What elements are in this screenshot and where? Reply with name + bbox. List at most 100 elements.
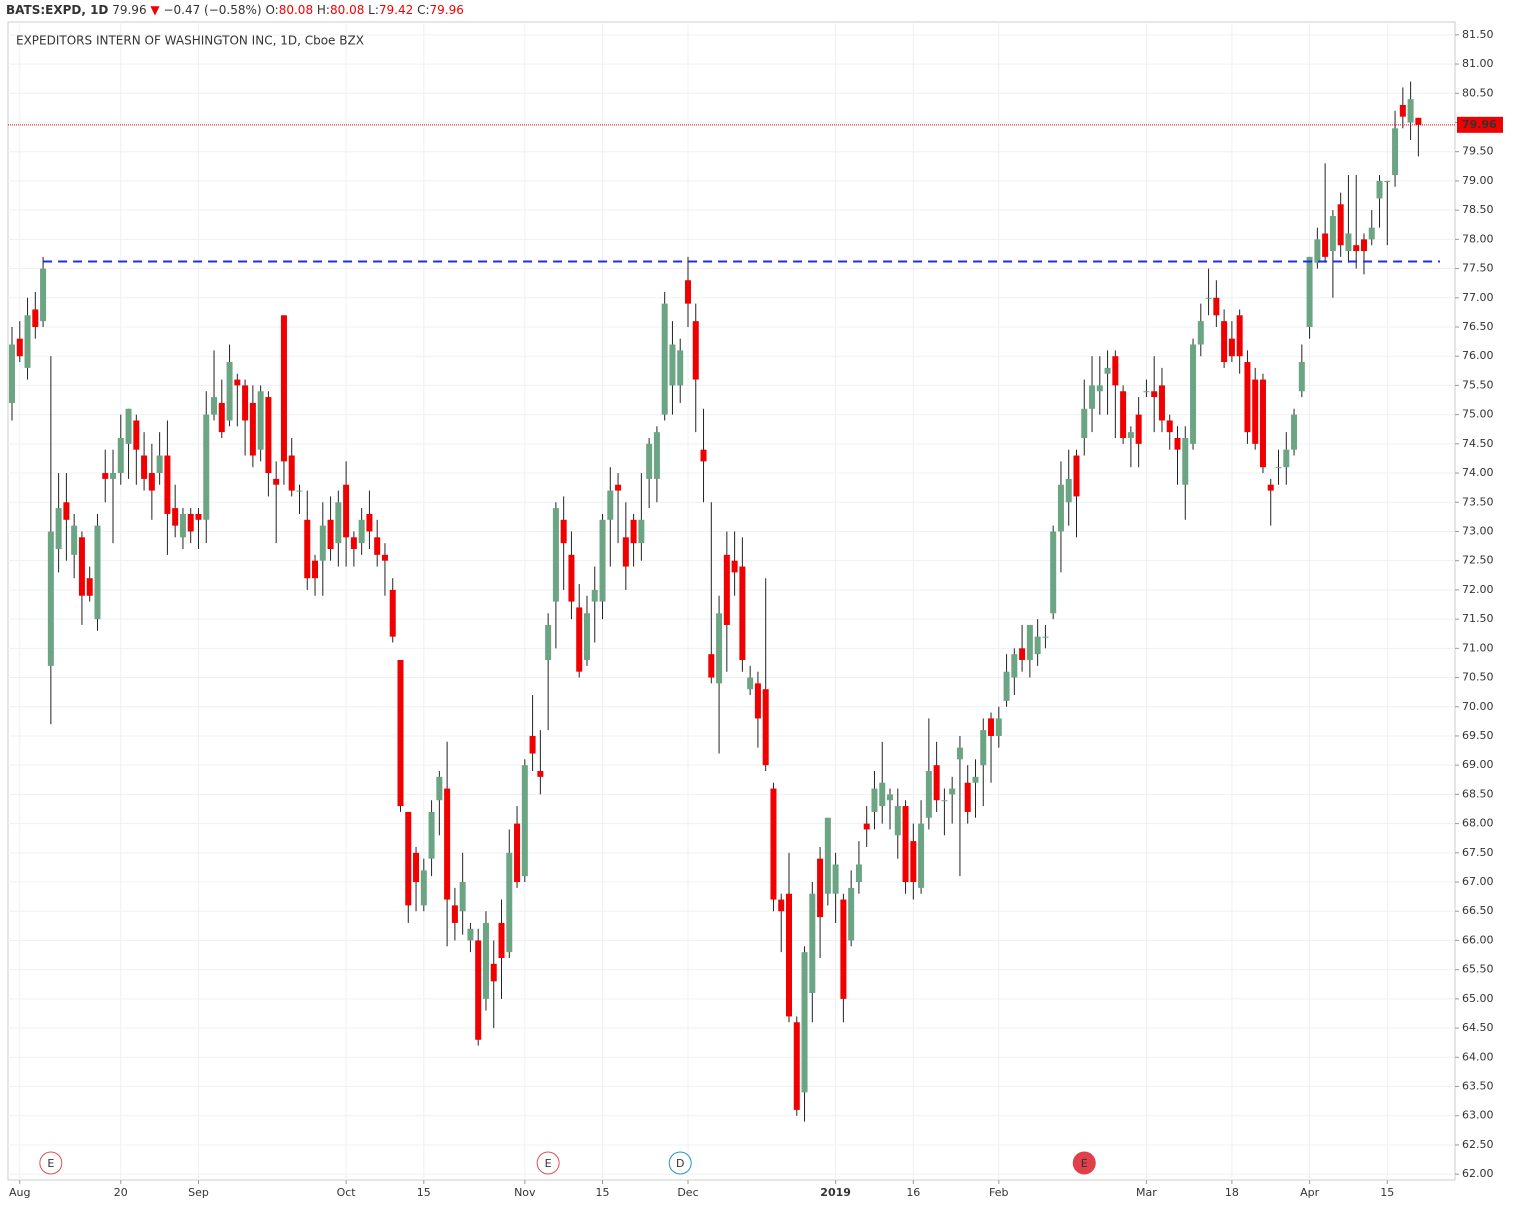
candle-body	[684, 280, 691, 304]
candle-body	[249, 402, 256, 456]
y-tick-label: 71.50	[1462, 612, 1494, 625]
candle-body	[148, 473, 155, 491]
plot-frame	[7, 21, 1456, 1181]
candle-body	[560, 519, 567, 544]
event-label: E	[545, 1157, 552, 1170]
candle-body	[467, 928, 474, 941]
ohlc-key: O:	[265, 3, 278, 17]
candle-body	[288, 455, 295, 491]
candle-body	[343, 484, 350, 538]
candle-body	[1182, 437, 1189, 485]
candle-body	[1298, 362, 1305, 392]
y-tick-label: 72.00	[1462, 583, 1494, 596]
y-tick-label: 66.50	[1462, 904, 1494, 917]
y-tick-label: 64.00	[1462, 1050, 1494, 1063]
candle-body	[156, 455, 163, 474]
y-tick-label: 64.50	[1462, 1021, 1494, 1034]
x-tick-label: 16	[906, 1186, 920, 1199]
candle-body	[1392, 128, 1399, 176]
candle-body	[1096, 385, 1103, 392]
candle-body	[55, 508, 62, 550]
candle-body	[1081, 408, 1088, 438]
candle-body	[459, 882, 466, 912]
candle-body	[24, 315, 31, 368]
x-tick-label: Oct	[337, 1186, 357, 1199]
candle-body	[187, 513, 194, 532]
candle-body	[1042, 636, 1049, 638]
candle-body	[902, 806, 909, 883]
candle-body	[374, 537, 381, 555]
candle-body	[102, 473, 109, 479]
candle-body	[94, 525, 101, 620]
candle-body	[933, 765, 940, 801]
x-tick-label: Aug	[9, 1186, 30, 1199]
candle-body	[389, 589, 396, 637]
candle-body	[1360, 239, 1367, 252]
candle-body	[770, 788, 777, 900]
candle-body	[9, 344, 15, 403]
candle-body	[335, 502, 342, 544]
candle-body	[514, 823, 521, 883]
candle-body	[840, 899, 847, 999]
candle-body	[716, 613, 723, 684]
candle-body	[778, 899, 785, 912]
y-tick-label: 81.50	[1462, 28, 1494, 41]
header: BATS:EXPD, 1D 79.96 ▼ −0.47 (−0.58%) O:8…	[6, 3, 464, 17]
y-tick-label: 67.00	[1462, 875, 1494, 888]
x-tick-label: Nov	[514, 1186, 536, 1199]
x-tick-label: Apr	[1300, 1186, 1320, 1199]
candle-body	[203, 414, 210, 520]
candle-body	[1345, 233, 1352, 252]
arrow: ▼	[150, 3, 160, 17]
candle-body	[599, 519, 606, 602]
candle-body	[451, 905, 458, 923]
candle-body	[801, 952, 808, 1093]
candle-body	[16, 338, 23, 357]
candle-body	[925, 771, 932, 818]
x-tick-label: Mar	[1136, 1186, 1157, 1199]
candle-body	[677, 350, 684, 386]
candle-body	[1283, 449, 1290, 468]
candle-body	[988, 718, 995, 736]
chart-title: EXPEDITORS INTERN OF WASHINGTON INC, 1D,…	[16, 34, 364, 48]
y-tick-label: 69.00	[1462, 758, 1494, 771]
candle-body	[964, 782, 971, 812]
candle-body	[1166, 420, 1173, 433]
candle-body	[638, 519, 645, 544]
candle-body	[397, 660, 404, 807]
candle-body	[545, 624, 552, 661]
candle-body	[1089, 385, 1096, 409]
candle-body	[1407, 99, 1414, 123]
candle-body	[1213, 297, 1220, 316]
candle-body	[1073, 455, 1080, 497]
candle-body	[1065, 478, 1072, 503]
candle-body	[164, 455, 171, 514]
candle-body	[218, 402, 225, 433]
candle-body	[824, 817, 831, 894]
y-tick-label: 71.00	[1462, 641, 1494, 654]
candle-body	[257, 391, 264, 450]
candle-body	[1314, 239, 1321, 263]
candle-body	[1322, 233, 1329, 257]
candle-body	[506, 852, 513, 953]
candle-body	[887, 794, 894, 801]
candle-body	[739, 566, 746, 661]
candle-body	[1291, 414, 1298, 450]
candle-body	[78, 537, 85, 596]
x-tick-label: 18	[1225, 1186, 1239, 1199]
candle-body	[1112, 356, 1119, 386]
candle-body	[607, 490, 614, 520]
candle-body	[786, 893, 792, 1017]
candle-body	[172, 508, 179, 526]
candle-body	[995, 718, 1002, 736]
candle-body	[817, 858, 824, 918]
candle-body	[40, 268, 47, 322]
y-tick-label: 66.00	[1462, 933, 1494, 946]
ohlc-key: C:	[417, 3, 429, 17]
candle-body	[405, 811, 412, 906]
candle-body	[1003, 671, 1010, 701]
y-tick-label: 69.50	[1462, 729, 1494, 742]
candle-body	[1104, 367, 1111, 374]
x-tick-label: Dec	[677, 1186, 698, 1199]
